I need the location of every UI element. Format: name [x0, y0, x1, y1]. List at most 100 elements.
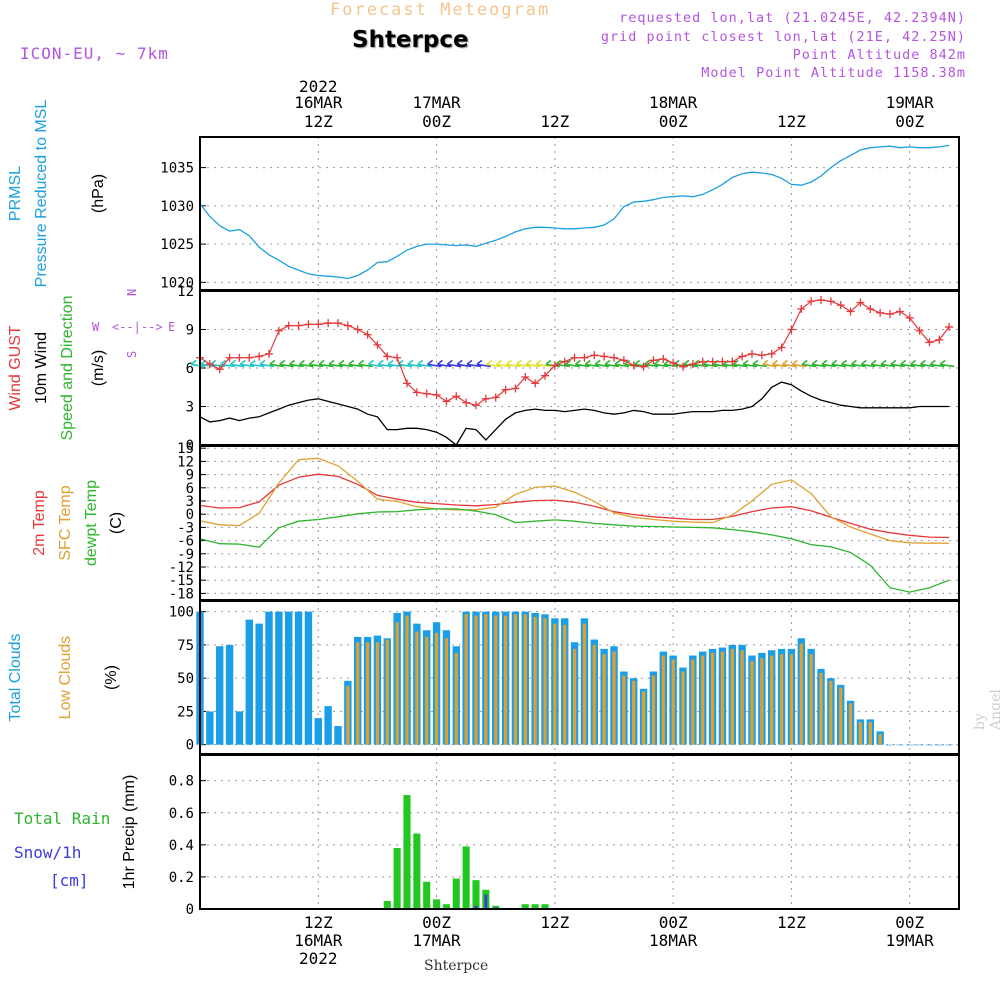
wind-direction-arrow: [841, 363, 856, 368]
wind-direction-arrow: [565, 363, 580, 368]
wind-gust-marker: [472, 401, 480, 410]
total-cloud-bar: [225, 644, 234, 745]
wind-gust-line: [199, 299, 950, 406]
wind-gust-marker: [521, 372, 530, 381]
wind-direction-arrowhead: [604, 359, 611, 366]
wind-gust-marker: [265, 349, 273, 358]
wind-gust-marker: [255, 352, 264, 361]
wind-direction-arrow: [535, 363, 551, 368]
y-tick-label: 1030: [160, 199, 194, 215]
wind-gust-marker: [698, 357, 707, 366]
wind-direction-arrow: [733, 363, 748, 368]
low-cloud-bar: [484, 614, 488, 745]
bottom-time-label: 00Z: [895, 913, 924, 932]
wind-direction-arrow: [486, 363, 501, 368]
bottom-time-label: 12Z: [777, 913, 806, 932]
wind-gust-marker: [748, 349, 756, 358]
low-cloud-bar: [572, 648, 577, 745]
wind-direction-arrowhead: [358, 359, 365, 366]
wind-gust-marker: [334, 319, 342, 328]
y-tick-label: 6: [186, 481, 194, 497]
wind-direction-arrow: [871, 363, 886, 368]
wind-gust-marker: [294, 321, 303, 330]
wind-direction-arrowhead: [496, 359, 503, 366]
bottom-time-label: 16MAR: [294, 931, 343, 950]
total-cloud-bar: [265, 611, 273, 745]
wind-gust-marker: [886, 310, 894, 319]
wind-gust-marker: [403, 379, 411, 388]
low-cloud-bar: [760, 658, 764, 745]
y-tick-label: 3: [186, 400, 194, 416]
top-time-label: 12Z: [540, 112, 569, 131]
wind-direction-arrow: [457, 363, 472, 368]
wind-direction-arrow: [496, 363, 511, 368]
y-tick-label: -15: [169, 573, 194, 589]
wind-gust-marker: [442, 397, 451, 406]
wind-gust-marker: [481, 394, 490, 403]
total-cloud-bar: [925, 744, 934, 746]
wind-direction-arrowhead: [594, 359, 601, 366]
wind-gust-marker: [679, 362, 687, 371]
wind-direction-arrowhead: [772, 359, 779, 366]
wind-gust-marker: [560, 357, 569, 366]
wind-direction-arrow: [792, 363, 807, 368]
low-cloud-bar: [839, 687, 843, 745]
wind-gust-marker: [639, 362, 648, 371]
wind-direction-arrowhead: [417, 359, 424, 366]
gridpoint-coords: grid point closest lon,lat (21E, 42.25N): [600, 29, 966, 45]
low-cloud-bar: [454, 652, 458, 745]
y-axis-label: Low Clouds: [57, 636, 74, 720]
low-cloud-bar: [779, 654, 784, 745]
wind-direction-arrowhead: [870, 359, 877, 366]
wind-direction-arrow: [762, 363, 777, 368]
wind-direction-arrowhead: [900, 359, 907, 366]
wind-direction-arrow: [713, 363, 728, 368]
wind-gust-marker: [363, 330, 372, 339]
wind-gust-marker: [580, 353, 589, 362]
top-time-label: 00Z: [895, 112, 924, 131]
y-tick-label: 0.6: [169, 806, 194, 822]
series-line-temperature-1: [199, 457, 950, 544]
wind-gust-marker: [866, 304, 875, 313]
wind-direction-arrow: [427, 363, 442, 368]
series-line-pressure-0: [199, 144, 950, 280]
wind-gust-marker: [629, 361, 638, 370]
low-cloud-bar: [829, 680, 833, 745]
y-axis-label: Pressure Reduced to MSL: [33, 100, 50, 288]
wind-direction-arrow: [289, 363, 304, 368]
total-cloud-bar: [206, 711, 214, 745]
panel-frame-clouds: [199, 600, 960, 755]
low-cloud-bar: [365, 642, 370, 745]
total-cloud-bar: [935, 744, 943, 746]
wind-direction-arrow: [466, 363, 482, 368]
panel-frame-pressure: [199, 136, 960, 291]
wind-gust-marker: [757, 351, 766, 360]
low-cloud-bar: [641, 691, 646, 745]
y-axis-label: 2m Temp: [31, 490, 48, 556]
wind-gust-marker: [738, 352, 747, 361]
wind-gust-marker: [531, 379, 540, 388]
y-tick-label: -6: [177, 534, 194, 550]
wind-gust-marker: [777, 343, 786, 352]
model-label: ICON-EU, ~ 7km: [20, 44, 169, 63]
low-cloud-bar: [720, 651, 725, 745]
y-tick-label: 9: [186, 468, 194, 484]
total-cloud-bar: [896, 744, 904, 746]
wind-direction-arrowhead: [545, 359, 552, 366]
wind-direction-arrow: [752, 363, 767, 368]
top-time-label: 00Z: [659, 112, 688, 131]
wind-direction-arrow: [920, 363, 935, 368]
y-axis-label: SFC Temp: [57, 485, 74, 560]
compass-e: E: [168, 320, 175, 334]
wind-gust-marker: [708, 357, 717, 366]
y-tick-label: 0: [186, 738, 194, 754]
wind-direction-arrowhead: [821, 359, 828, 366]
wind-direction-arrow: [821, 363, 836, 368]
compass-arrow: <--|-->: [112, 320, 163, 334]
wind-direction-arrowhead: [446, 359, 453, 366]
low-cloud-bar: [671, 659, 675, 745]
total-cloud-bar: [285, 611, 293, 745]
y-tick-label: 12: [177, 454, 194, 470]
low-cloud-bar: [730, 648, 734, 745]
low-cloud-bar: [809, 654, 813, 745]
